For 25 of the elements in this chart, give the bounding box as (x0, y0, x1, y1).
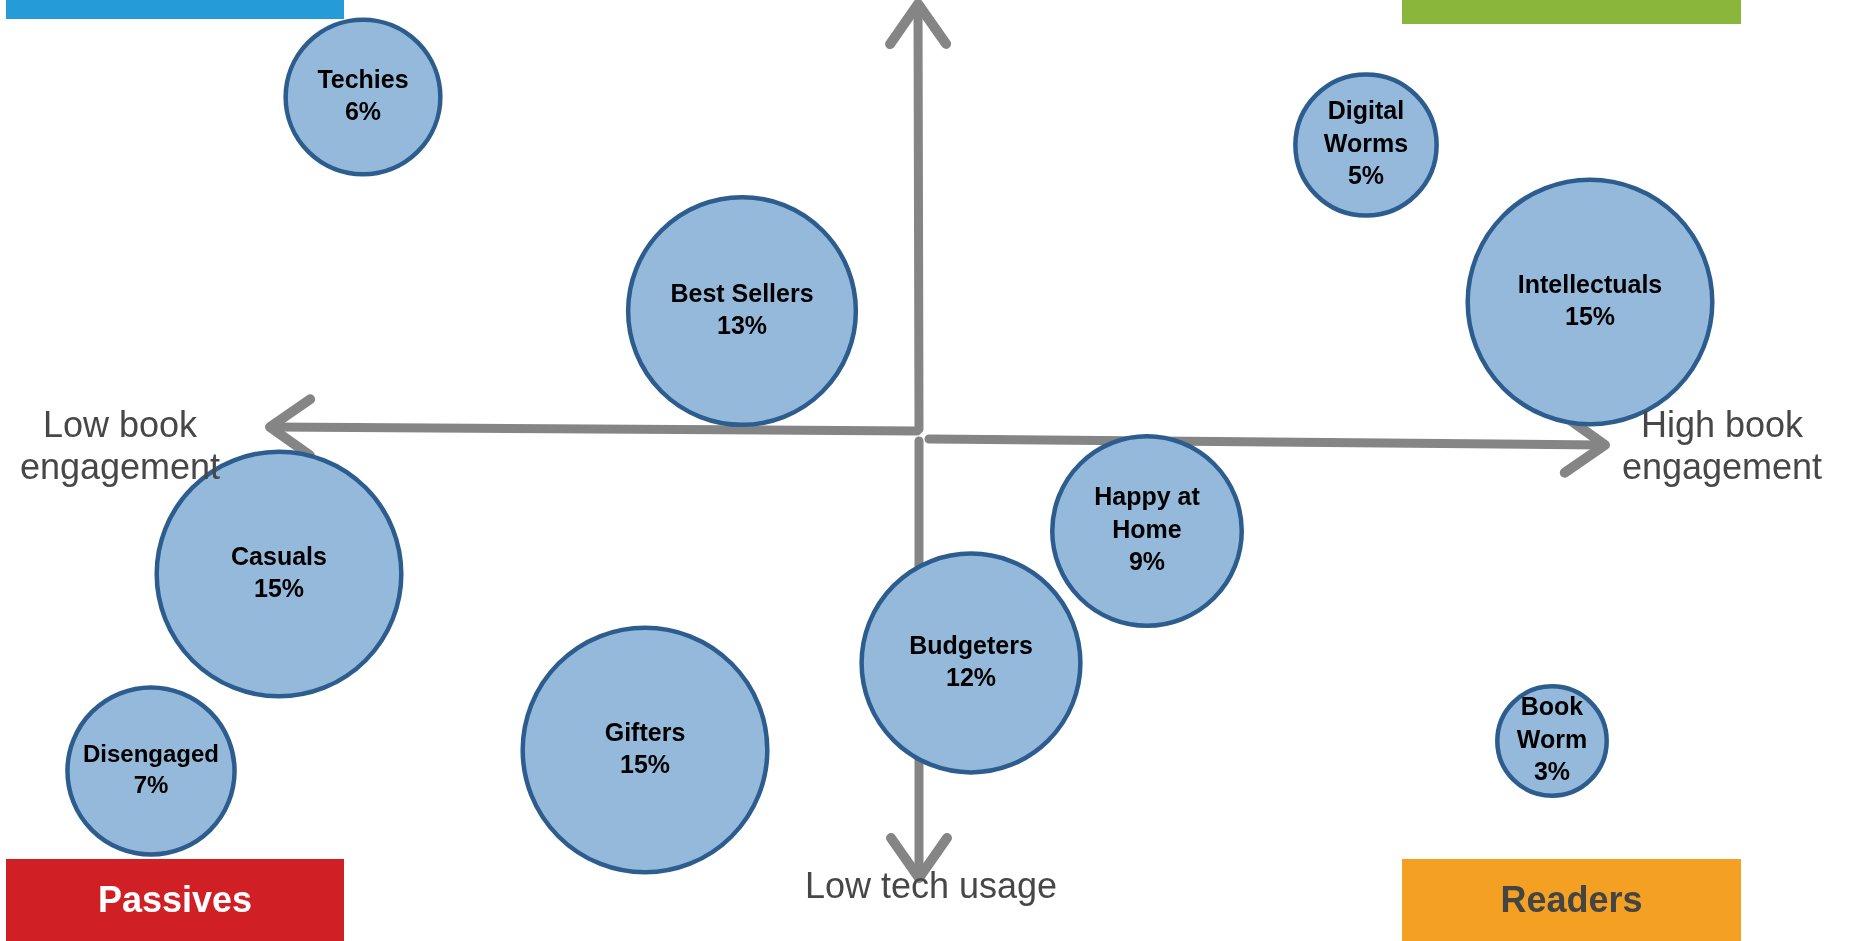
data-label: 15% (619, 750, 671, 779)
category-label: Techies (317, 64, 409, 93)
data-label: 3% (1533, 757, 1571, 786)
category-label: Book Worm (1516, 692, 1588, 753)
category-label: Digital Worms (1323, 96, 1409, 157)
data-label: 13% (716, 311, 768, 340)
data-label: 12% (945, 663, 997, 692)
banner: Passives (6, 859, 344, 941)
category-label: Disengaged (82, 740, 220, 768)
text: High book engagement (1620, 404, 1824, 488)
category-label: Happy at Home (1094, 482, 1201, 543)
data-label: 7% (133, 771, 169, 799)
category-label: Best Sellers (670, 278, 814, 307)
text: Low tech usage (803, 865, 1059, 907)
data-label: 15% (1564, 302, 1616, 331)
data-label: 9% (1128, 547, 1166, 576)
data-label: 5% (1347, 161, 1385, 190)
data-label: 15% (253, 574, 305, 603)
category-label: Gifters (604, 717, 686, 746)
data-label: 6% (344, 97, 382, 126)
category-label: Casuals (231, 541, 327, 570)
category-label: Budgeters (909, 630, 1033, 659)
banner: Readers (1402, 859, 1741, 941)
category-label: Intellectuals (1517, 269, 1663, 298)
text: Low book engagement (18, 404, 222, 488)
